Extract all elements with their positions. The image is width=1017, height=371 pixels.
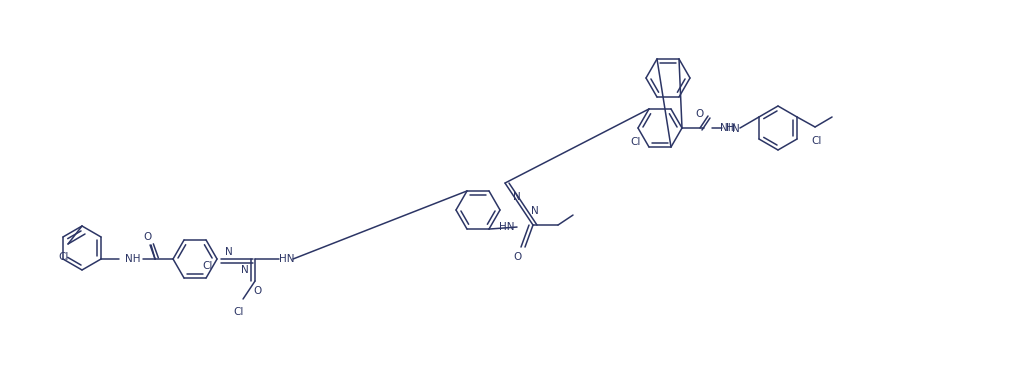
Text: N: N bbox=[514, 192, 521, 202]
Text: N: N bbox=[732, 124, 740, 134]
Text: HN: HN bbox=[280, 254, 295, 264]
Text: H: H bbox=[726, 123, 734, 133]
Text: O: O bbox=[696, 109, 704, 119]
Text: Cl: Cl bbox=[234, 307, 244, 317]
Text: NH: NH bbox=[720, 123, 735, 133]
Text: HN: HN bbox=[499, 222, 515, 232]
Text: Cl: Cl bbox=[631, 137, 641, 147]
Text: Cl: Cl bbox=[59, 252, 69, 262]
Text: Cl: Cl bbox=[812, 136, 822, 146]
Text: O: O bbox=[143, 232, 152, 242]
Text: Cl: Cl bbox=[202, 261, 214, 271]
Text: N: N bbox=[241, 265, 249, 275]
Text: O: O bbox=[253, 286, 261, 296]
Text: N: N bbox=[225, 247, 233, 257]
Text: NH: NH bbox=[125, 254, 140, 264]
Text: O: O bbox=[513, 252, 521, 262]
Text: N: N bbox=[531, 206, 539, 216]
